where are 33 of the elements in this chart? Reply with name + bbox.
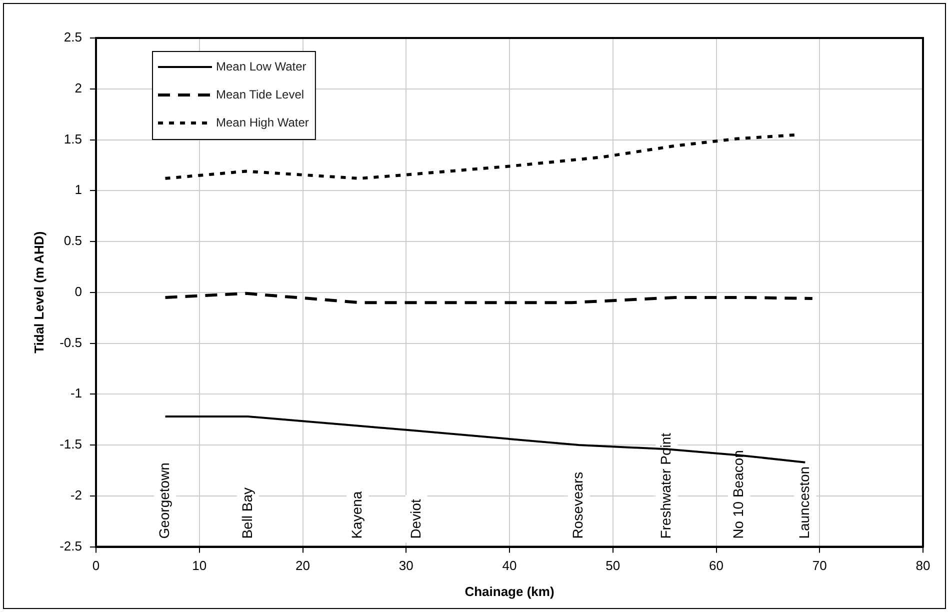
x-tick-label: 70 [812, 558, 827, 574]
y-tick-label: 0.5 [64, 233, 82, 248]
y-tick-label: 2.5 [64, 30, 82, 45]
y-axis-title: Tidal Level (m AHD) [31, 231, 46, 354]
y-tick-label: 2 [74, 80, 82, 96]
y-tick-label: -1 [70, 386, 82, 401]
annotation: Georgetown [156, 462, 172, 539]
line-series [164, 292, 814, 304]
legend-label: Mean High Water [216, 115, 309, 130]
legend-label: Mean Low Water [216, 59, 306, 74]
x-tick-label: 10 [192, 558, 207, 574]
annotation: Kayena [348, 491, 364, 539]
y-tick-label: -0.5 [60, 334, 82, 350]
x-tick-label: 80 [916, 558, 930, 574]
y-tick-label: -1.5 [60, 436, 82, 452]
x-tick-label: 0 [92, 558, 100, 574]
annotation: Deviot [407, 499, 424, 539]
y-tick-label: 1.5 [64, 131, 82, 146]
annotation: Launceston [796, 466, 812, 539]
x-tick-label: 30 [398, 558, 414, 574]
x-tick-label: 60 [709, 558, 724, 574]
x-tick-label: 40 [502, 558, 517, 574]
y-tick-label: -2.5 [60, 538, 82, 554]
annotation: Bell Bay [238, 487, 255, 539]
annotation: Rosevears [570, 472, 586, 539]
legend-label: Mean Tide Level [216, 87, 304, 102]
y-tick-label: -2 [70, 488, 82, 502]
y-tick-label: 0 [74, 284, 82, 299]
annotation: No 10 Beacon [730, 450, 746, 539]
x-tick-label: 20 [296, 558, 310, 574]
y-tick-label: 1 [74, 182, 82, 198]
x-tick-label: 50 [606, 558, 620, 574]
x-axis-title: Chainage (km) [464, 584, 554, 599]
